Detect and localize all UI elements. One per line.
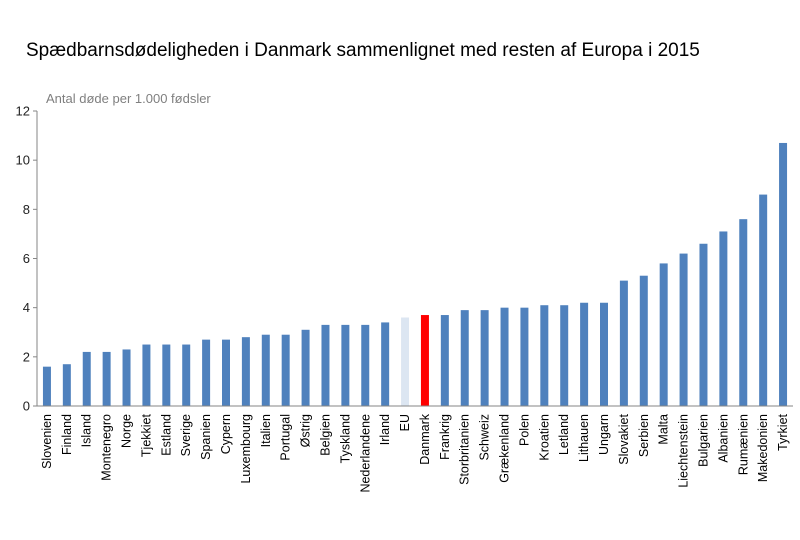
x-category-label: Montenegro <box>100 414 114 481</box>
bar <box>142 344 151 406</box>
x-category-label: Frankrig <box>438 414 452 460</box>
x-category-label: Italien <box>259 414 273 447</box>
bar <box>739 219 748 406</box>
y-tick-label: 4 <box>23 300 30 315</box>
bar <box>62 364 71 406</box>
bar <box>321 324 330 407</box>
x-category-label: Storbritanien <box>458 414 472 485</box>
x-category-label: Liechtenstein <box>677 414 691 488</box>
x-category-label: Luxembourg <box>239 414 253 484</box>
x-category-label: Norge <box>120 414 134 448</box>
x-category-label: Slovakiet <box>617 413 631 464</box>
bar <box>241 337 250 406</box>
x-category-label: Grækenland <box>498 414 512 483</box>
x-category-label: Irland <box>378 414 392 445</box>
x-category-label: Spanien <box>199 414 213 460</box>
bar <box>122 349 131 406</box>
y-axis-unit-label: Antal døde per 1.000 fødsler <box>46 91 211 106</box>
x-category-label: Malta <box>657 414 671 445</box>
bar <box>779 142 788 406</box>
x-category-label: Makedonien <box>756 414 770 482</box>
bar <box>420 315 429 406</box>
bar <box>182 344 191 406</box>
bar <box>261 334 270 406</box>
bar <box>520 307 529 406</box>
x-category-label: Bulgarien <box>696 414 710 467</box>
x-category-label: Schweiz <box>478 414 492 461</box>
bar <box>719 231 728 406</box>
bar <box>202 339 211 407</box>
bar <box>381 322 390 406</box>
bar <box>440 315 449 406</box>
bar <box>540 305 549 406</box>
bar <box>679 253 688 406</box>
bar <box>480 310 489 407</box>
bar <box>82 351 91 406</box>
x-category-label: Ungarn <box>597 414 611 455</box>
x-category-label: Tjekkiet <box>139 413 153 457</box>
x-category-label: Portugal <box>279 414 293 461</box>
x-category-label: Rumænien <box>736 414 750 475</box>
x-category-label: Lithauen <box>577 414 591 462</box>
bar <box>361 324 370 407</box>
bar <box>699 243 708 406</box>
y-axis-ticks: 0 2 4 6 8 10 12 <box>16 104 37 414</box>
bar <box>619 280 628 407</box>
bar <box>341 324 350 407</box>
x-category-label: Sverige <box>179 414 193 456</box>
x-category-label: Nederlandene <box>358 414 372 493</box>
x-category-label: Østrig <box>299 414 313 447</box>
x-category-label: Kroatien <box>537 414 551 461</box>
x-category-label: EU <box>398 414 412 431</box>
bars <box>42 142 788 407</box>
bar <box>500 307 509 406</box>
x-category-label: Estland <box>159 414 173 456</box>
x-category-label: Letland <box>557 414 571 455</box>
y-tick-label: 10 <box>16 153 30 168</box>
x-category-label: Albanien <box>716 414 730 463</box>
bar <box>639 275 648 406</box>
bar <box>102 351 111 406</box>
x-category-label: Danmark <box>418 413 432 464</box>
x-category-label: Island <box>80 414 94 447</box>
x-category-label: Slovenien <box>40 414 54 469</box>
y-tick-label: 12 <box>16 104 30 119</box>
x-category-label: Belgien <box>318 414 332 456</box>
x-category-label: Polen <box>517 414 531 446</box>
y-tick-label: 0 <box>23 399 30 414</box>
x-axis-category-labels: Slovenien Finland Island Montenegro Norge Tje… <box>40 413 790 492</box>
x-category-label: Tyrkiet <box>776 413 790 450</box>
bar <box>460 310 469 407</box>
chart-title: Spædbarnsdødeligheden i Danmark sammenli… <box>26 40 700 61</box>
bar <box>580 302 589 406</box>
y-tick-label: 2 <box>23 349 30 364</box>
bar <box>401 317 410 406</box>
x-category-label: Tyskland <box>338 414 352 463</box>
bar <box>659 263 668 406</box>
x-category-label: Cypern <box>219 414 233 454</box>
bar <box>42 366 51 406</box>
x-category-label: Finland <box>60 414 74 455</box>
bar <box>301 329 310 406</box>
y-tick-label: 6 <box>23 251 30 266</box>
x-category-label: Serbien <box>637 414 651 457</box>
bar <box>560 305 569 406</box>
y-tick-label: 8 <box>23 202 30 217</box>
bar <box>222 339 230 407</box>
bar <box>162 344 171 406</box>
bar <box>600 302 608 406</box>
bar <box>281 334 290 406</box>
bar <box>759 194 768 406</box>
